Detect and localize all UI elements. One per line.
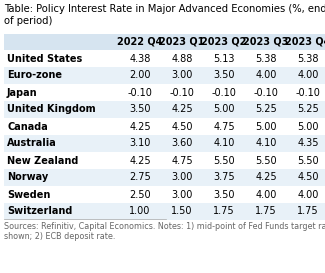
Text: 1.00: 1.00 <box>129 206 151 216</box>
Text: 4.00: 4.00 <box>297 189 319 200</box>
Text: Canada: Canada <box>7 121 48 132</box>
Text: 5.25: 5.25 <box>297 105 319 114</box>
Text: 2.00: 2.00 <box>129 70 151 81</box>
Text: 4.00: 4.00 <box>255 189 277 200</box>
Text: 3.50: 3.50 <box>213 70 235 81</box>
Text: 4.10: 4.10 <box>255 138 277 149</box>
Text: 1.75: 1.75 <box>255 206 277 216</box>
Text: United States: United States <box>7 54 82 64</box>
Text: Table: Policy Interest Rate in Major Advanced Economies (%, end
of period): Table: Policy Interest Rate in Major Adv… <box>4 4 325 26</box>
Text: 1.75: 1.75 <box>297 206 319 216</box>
Text: 2023 Q1: 2023 Q1 <box>159 37 205 47</box>
Text: 5.13: 5.13 <box>213 54 235 64</box>
Text: 3.10: 3.10 <box>129 138 151 149</box>
Text: 2023 Q4: 2023 Q4 <box>285 37 325 47</box>
Text: 5.50: 5.50 <box>213 156 235 165</box>
Text: 4.25: 4.25 <box>255 173 277 182</box>
Text: 3.50: 3.50 <box>213 189 235 200</box>
Text: 3.50: 3.50 <box>129 105 151 114</box>
Text: 4.88: 4.88 <box>171 54 193 64</box>
Text: 3.75: 3.75 <box>213 173 235 182</box>
Text: 4.25: 4.25 <box>129 121 151 132</box>
Text: -0.10: -0.10 <box>295 88 320 97</box>
Text: 3.60: 3.60 <box>171 138 193 149</box>
Text: 5.00: 5.00 <box>255 121 277 132</box>
Text: 4.50: 4.50 <box>171 121 193 132</box>
Text: 4.00: 4.00 <box>297 70 319 81</box>
Text: 4.75: 4.75 <box>213 121 235 132</box>
Text: 4.50: 4.50 <box>297 173 319 182</box>
Text: New Zealand: New Zealand <box>7 156 78 165</box>
Text: 2.75: 2.75 <box>129 173 151 182</box>
Text: 2022 Q4: 2022 Q4 <box>117 37 163 47</box>
Text: 5.38: 5.38 <box>255 54 277 64</box>
Text: 4.38: 4.38 <box>129 54 151 64</box>
Text: 1.50: 1.50 <box>171 206 193 216</box>
Text: 1.75: 1.75 <box>213 206 235 216</box>
Text: 5.50: 5.50 <box>255 156 277 165</box>
Text: Euro-zone: Euro-zone <box>7 70 62 81</box>
Text: 4.25: 4.25 <box>129 156 151 165</box>
Text: 3.00: 3.00 <box>171 173 193 182</box>
Text: 4.35: 4.35 <box>297 138 319 149</box>
Text: Norway: Norway <box>7 173 48 182</box>
Text: 3.00: 3.00 <box>171 70 193 81</box>
Text: -0.10: -0.10 <box>254 88 279 97</box>
Text: 5.00: 5.00 <box>213 105 235 114</box>
Text: Sources: Refinitiv, Capital Economics. Notes: 1) mid-point of Fed Funds target r: Sources: Refinitiv, Capital Economics. N… <box>4 222 325 241</box>
Text: Japan: Japan <box>7 88 38 97</box>
Text: 5.50: 5.50 <box>297 156 319 165</box>
Text: 4.00: 4.00 <box>255 70 277 81</box>
Text: United Kingdom: United Kingdom <box>7 105 96 114</box>
Text: Switzerland: Switzerland <box>7 206 72 216</box>
Text: Sweden: Sweden <box>7 189 50 200</box>
Text: 4.25: 4.25 <box>171 105 193 114</box>
Text: -0.10: -0.10 <box>170 88 194 97</box>
Text: 5.00: 5.00 <box>297 121 319 132</box>
Text: 5.25: 5.25 <box>255 105 277 114</box>
Text: 2023 Q3: 2023 Q3 <box>243 37 289 47</box>
Text: 4.75: 4.75 <box>171 156 193 165</box>
Text: -0.10: -0.10 <box>127 88 152 97</box>
Text: 4.10: 4.10 <box>213 138 235 149</box>
Text: -0.10: -0.10 <box>212 88 237 97</box>
Text: 3.00: 3.00 <box>171 189 193 200</box>
Text: Australia: Australia <box>7 138 57 149</box>
Text: 5.38: 5.38 <box>297 54 319 64</box>
Text: 2.50: 2.50 <box>129 189 151 200</box>
Text: 2023 Q2: 2023 Q2 <box>201 37 247 47</box>
